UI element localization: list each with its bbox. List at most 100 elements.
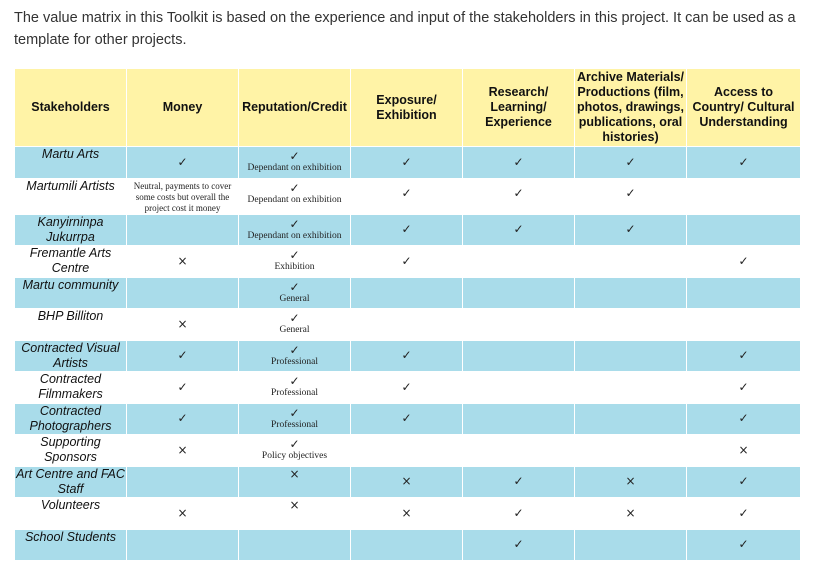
cross-icon: × <box>401 474 412 488</box>
stakeholder-name: Contracted Photographers <box>14 402 127 435</box>
research-cell: ✓ <box>462 177 575 215</box>
stakeholder-name: Kanyirninpa Jukurrpa <box>14 213 127 246</box>
reputation-note: Exhibition <box>274 262 315 272</box>
cross-icon: × <box>401 505 412 520</box>
header-research: Research/ Learning/ Experience <box>462 68 575 147</box>
money-cell: ✓ <box>126 402 239 435</box>
reputation-cell: ✓ Dependant on exhibition <box>238 146 351 179</box>
cross-icon: × <box>177 253 188 268</box>
header-archive: Archive Materials/ Productions (film, ph… <box>574 68 687 147</box>
research-cell: ✓ <box>462 213 575 246</box>
check-icon: ✓ <box>513 154 524 169</box>
access-cell: ✓ <box>686 465 801 498</box>
research-cell <box>462 434 575 467</box>
table-row: Contracted Photographers ✓ ✓ Professional… <box>14 402 801 435</box>
exposure-cell <box>350 308 463 341</box>
header-money: Money <box>126 68 239 147</box>
cross-icon: × <box>625 505 636 520</box>
reputation-cell: ✓ General <box>238 308 351 341</box>
table-row: Art Centre and FAC Staff × × ✓ × ✓ <box>14 465 801 498</box>
reputation-note: Professional <box>271 419 318 430</box>
reputation-cell <box>238 528 351 561</box>
reputation-cell: ✓ Dependant on exhibition <box>238 177 351 215</box>
research-cell: ✓ <box>462 497 575 530</box>
exposure-cell: ✓ <box>350 371 463 404</box>
table-row: School Students ✓ ✓ <box>14 528 801 561</box>
money-cell: Neutral, payments to cover some costs bu… <box>126 177 239 215</box>
cross-icon: × <box>625 474 636 488</box>
archive-cell <box>574 339 687 372</box>
money-cell: ✓ <box>126 146 239 179</box>
research-cell <box>462 339 575 372</box>
money-cell: × <box>126 434 239 467</box>
reputation-cell: × <box>238 497 351 530</box>
reputation-note: Policy objectives <box>261 451 328 461</box>
check-icon: ✓ <box>738 505 749 520</box>
exposure-cell <box>350 276 463 309</box>
money-cell: × <box>126 308 239 341</box>
table-row: Martumili Artists Neutral, payments to c… <box>14 177 801 215</box>
access-cell <box>686 177 801 215</box>
check-icon: ✓ <box>738 474 749 488</box>
check-icon: ✓ <box>289 149 300 163</box>
check-icon: ✓ <box>738 411 749 425</box>
stakeholder-name: BHP Billiton <box>14 308 127 341</box>
check-icon: ✓ <box>289 311 300 325</box>
stakeholder-name: Martu Arts <box>14 146 127 179</box>
check-icon: ✓ <box>738 379 749 394</box>
reputation-cell: ✓ Policy objectives <box>238 434 351 467</box>
check-icon: ✓ <box>177 348 188 362</box>
header-reputation: Reputation/Credit <box>238 68 351 147</box>
access-cell <box>686 276 801 309</box>
header-stakeholders: Stakeholders <box>14 68 127 147</box>
research-cell <box>462 276 575 309</box>
check-icon: ✓ <box>289 180 300 195</box>
research-cell <box>462 402 575 435</box>
archive-cell: ✓ <box>574 213 687 246</box>
cross-icon: × <box>177 505 188 520</box>
access-cell: ✓ <box>686 497 801 530</box>
check-icon: ✓ <box>289 374 300 388</box>
check-icon: ✓ <box>177 379 188 394</box>
reputation-note: Professional <box>271 356 318 367</box>
access-cell: ✓ <box>686 245 801 278</box>
reputation-note: Professional <box>271 388 318 398</box>
check-icon: ✓ <box>513 474 524 488</box>
check-icon: ✓ <box>401 348 412 362</box>
stakeholder-name: Fremantle Arts Centre <box>14 245 127 278</box>
check-icon: ✓ <box>401 154 412 169</box>
exposure-cell: ✓ <box>350 245 463 278</box>
archive-cell: ✓ <box>574 177 687 215</box>
access-cell: ✓ <box>686 146 801 179</box>
reputation-cell: × <box>238 465 351 498</box>
exposure-cell <box>350 434 463 467</box>
access-cell: ✓ <box>686 402 801 435</box>
value-matrix-table: Stakeholders Money Reputation/Credit Exp… <box>14 68 801 561</box>
stakeholder-name: Contracted Filmmakers <box>14 371 127 404</box>
header-exposure: Exposure/ Exhibition <box>350 68 463 147</box>
stakeholder-name: Martumili Artists <box>14 177 127 215</box>
cross-icon: × <box>177 442 188 457</box>
cross-icon: × <box>738 442 749 457</box>
reputation-cell: ✓ Dependant on exhibition <box>238 213 351 246</box>
check-icon: ✓ <box>738 253 749 268</box>
check-icon: ✓ <box>625 186 636 200</box>
money-cell: × <box>126 497 239 530</box>
stakeholder-name: Volunteers <box>14 497 127 530</box>
check-icon: ✓ <box>625 222 636 236</box>
check-icon: ✓ <box>738 154 749 169</box>
money-note: Neutral, payments to cover some costs bu… <box>133 180 232 213</box>
check-icon: ✓ <box>289 342 300 357</box>
table-row: Contracted Filmmakers ✓ ✓ Professional ✓ … <box>14 371 801 404</box>
money-cell: ✓ <box>126 339 239 372</box>
table-row: Kanyirninpa Jukurrpa ✓ Dependant on exhib… <box>14 213 801 246</box>
money-cell: × <box>126 245 239 278</box>
header-access: Access to Country/ Cultural Understandin… <box>686 68 801 147</box>
research-cell <box>462 245 575 278</box>
check-icon: ✓ <box>289 405 300 420</box>
exposure-cell: × <box>350 465 463 498</box>
check-icon: ✓ <box>401 411 412 425</box>
money-cell <box>126 213 239 246</box>
table-row: Martu community ✓ General <box>14 276 801 309</box>
exposure-cell <box>350 528 463 561</box>
